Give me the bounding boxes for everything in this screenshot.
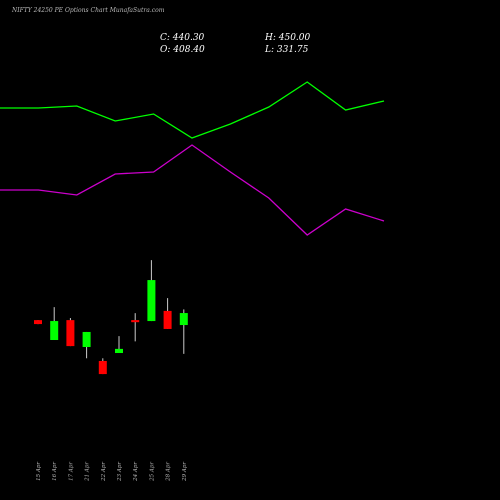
x-tick-label: 17 Apr bbox=[68, 462, 74, 481]
ohlc-label: H: 450.00 bbox=[264, 33, 311, 43]
candle-body bbox=[115, 348, 123, 354]
candle-body bbox=[66, 320, 75, 347]
candle-body bbox=[50, 321, 59, 341]
candle-body bbox=[163, 310, 172, 329]
indicator-line bbox=[0, 144, 385, 236]
candle-body bbox=[34, 320, 42, 325]
candle-body bbox=[82, 331, 91, 347]
candle-body bbox=[179, 313, 188, 326]
x-tick-label: 16 Apr bbox=[52, 462, 58, 481]
x-tick-label: 28 Apr bbox=[166, 462, 172, 482]
indicator-line bbox=[0, 81, 385, 139]
x-tick-label: 23 Apr bbox=[117, 462, 123, 482]
ohlc-label: O: 408.40 bbox=[160, 45, 205, 55]
x-tick-label: 22 Apr bbox=[101, 462, 107, 482]
x-tick-label: 25 Apr bbox=[149, 462, 155, 482]
x-tick-label: 24 Apr bbox=[133, 462, 139, 482]
x-tick-label: 15 Apr bbox=[36, 462, 42, 481]
candle-body bbox=[131, 320, 140, 323]
ohlc-label: C: 440.30 bbox=[160, 33, 205, 43]
x-tick-label: 21 Apr bbox=[85, 462, 91, 482]
candle-body bbox=[98, 360, 107, 375]
ohlc-label: L: 331.75 bbox=[264, 45, 309, 55]
chart-title: NIFTY 24250 PE Options Chart MunafaSutra… bbox=[11, 7, 165, 14]
x-tick-label: 29 Apr bbox=[182, 462, 188, 482]
candle-body bbox=[147, 280, 156, 322]
